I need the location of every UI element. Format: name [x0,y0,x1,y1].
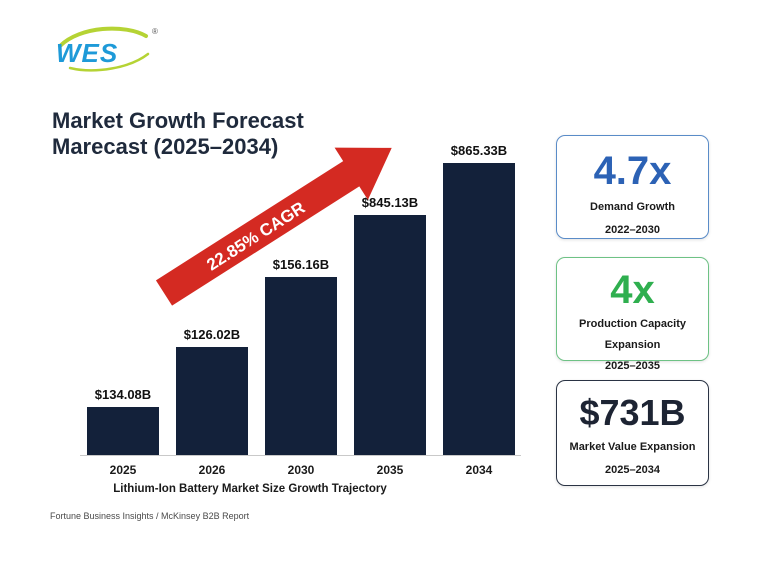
stat-card-production-capacity: 4x Production Capacity Expansion 2025–20… [556,257,709,372]
registered-mark: ® [152,27,158,36]
chart-title-line-2: Marecast (2025–2034) [52,134,279,159]
chart-title-line-1: Market Growth Forecast [52,108,304,133]
bar-value-label: $126.02B [184,327,240,342]
bar-value-label: $156.16B [273,257,329,272]
x-axis-label: Lithium-Ion Battery Market Size Growth T… [113,483,387,495]
logo-swoosh [58,26,148,48]
bar-value-label: $865.33B [451,143,507,158]
bar [87,407,159,455]
chart-title: Market Growth Forecast Marecast (2025–20… [52,108,304,160]
stat-label-line: 2022–2030 [604,224,661,236]
x-tick-label: 2030 [288,463,315,477]
bar-value-label: $134.08B [95,387,151,402]
bar [443,163,515,455]
bar [354,215,426,455]
wes-logo: WES ® [56,26,158,72]
bar [176,347,248,455]
logo-swoosh-lower [68,52,150,72]
x-tick-label: 2025 [110,463,137,477]
x-tick-label: 2035 [377,463,404,477]
stat-value: $731B [579,392,686,433]
x-tick-label: 2034 [466,463,493,477]
stat-label-line: Production Capacity [579,318,686,330]
stat-label-line: Demand Growth [590,201,675,213]
stat-card-market-value: $731B Market Value Expansion 2025–2034 [556,380,709,486]
stat-label-line: 2025–2034 [604,464,661,476]
arrow-shape [155,147,392,306]
stat-value: 4.7x [593,149,672,193]
stat-label-line: Expansion [604,339,661,351]
stat-card-demand-growth: 4.7x Demand Growth 2022–2030 [556,135,709,239]
bar-value-label: $845.13B [362,195,418,210]
stat-label-line: Market Value Expansion [569,441,696,453]
bar-chart: $134.08B 2025 $126.02B 2026 $156.16B 2030 $845… [80,143,521,495]
x-tick-label: 2026 [199,463,226,477]
stat-value: 4x [610,268,655,312]
logo-text: WES [56,38,118,68]
source-note: Fortune Business Insights / McKinsey B2B… [50,511,250,521]
bar [265,277,337,455]
stat-label-line: 2025–2035 [604,360,661,372]
